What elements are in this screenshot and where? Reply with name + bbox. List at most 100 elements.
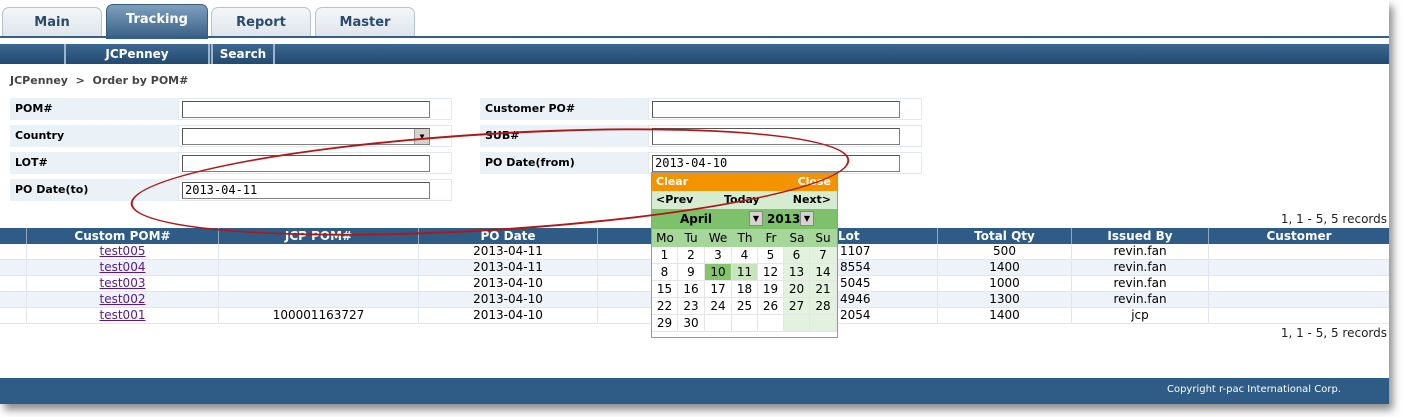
header-issued-by[interactable]: Issued By (1072, 228, 1209, 244)
calendar-day[interactable]: 26 (758, 298, 784, 315)
calendar-day[interactable]: 9 (678, 264, 705, 281)
chevron-down-icon[interactable]: ▼ (749, 211, 763, 226)
custom-pom-cell: test003 (27, 276, 219, 291)
weekday-label: Tu (684, 231, 698, 245)
calendar-month-year: April ▼ 2013 ▼ (652, 209, 837, 229)
custom-pom-link[interactable]: test002 (99, 292, 146, 306)
calendar-day[interactable]: 6 (784, 247, 810, 264)
chevron-down-icon[interactable]: ▼ (800, 211, 814, 226)
header-total-qty[interactable]: Total Qty (938, 228, 1072, 244)
country-cell: ▼ (178, 125, 452, 147)
weekday-label: We (708, 231, 728, 245)
calendar-day[interactable]: 23 (678, 298, 705, 315)
calendar-day[interactable]: 30 (678, 315, 705, 332)
calendar-day[interactable]: 16 (678, 281, 705, 298)
calendar-next-button[interactable]: Next> (792, 193, 831, 206)
custom-pom-cell: test005 (27, 244, 219, 259)
issued-by-cell: revin.fan (1072, 244, 1209, 259)
custom-pom-link[interactable]: test004 (99, 260, 146, 274)
calendar-day[interactable]: 5 (758, 247, 784, 264)
calendar-day[interactable]: 21 (810, 281, 837, 298)
calendar-day[interactable]: 2 (678, 247, 705, 264)
custom-pom-link[interactable]: test005 (99, 244, 146, 258)
customer-cell (1209, 260, 1389, 275)
tab-report[interactable]: Report (211, 7, 311, 38)
tab-main[interactable]: Main (2, 7, 102, 38)
issued-by-cell: revin.fan (1072, 292, 1209, 307)
calendar-today-button[interactable]: Today (724, 193, 760, 206)
calendar-day[interactable]: 15 (652, 281, 678, 298)
calendar-empty-cell (705, 315, 732, 332)
calendar-day[interactable]: 27 (784, 298, 810, 315)
row-spacer (0, 292, 27, 307)
header-po-date[interactable]: PO Date (419, 228, 598, 244)
country-select[interactable]: ▼ (182, 128, 430, 145)
calendar-nav-bar: <Prev Today Next> (652, 191, 837, 209)
calendar-day[interactable]: 7 (810, 247, 837, 264)
po-date-to-label: PO Date(to) (10, 179, 180, 201)
lot-cell: 5045 (838, 276, 938, 291)
lot-cell: 8554 (838, 260, 938, 275)
po-date-to-input[interactable]: 2013-04-11 (182, 182, 430, 199)
breadcrumb: JCPenney > Order by POM# (10, 74, 189, 87)
lot-input[interactable] (182, 155, 430, 172)
calendar-prev-button[interactable]: <Prev (656, 193, 694, 206)
calendar-clear-button[interactable]: Clear (656, 175, 689, 188)
total-qty-cell: 1000 (938, 276, 1072, 291)
calendar-day[interactable]: 24 (705, 298, 732, 315)
calendar-day[interactable]: 20 (784, 281, 810, 298)
calendar-day[interactable]: 8 (652, 264, 678, 281)
copyright-text: Copyright r-pac International Corp. (1166, 384, 1341, 395)
subnav-jcpenney[interactable]: JCPenney (64, 44, 210, 64)
po-date-from-input[interactable]: 2013-04-10 (652, 155, 900, 172)
calendar-day[interactable]: 10 (705, 264, 732, 281)
row-spacer (0, 276, 27, 291)
calendar-day[interactable]: 18 (732, 281, 758, 298)
chevron-down-icon[interactable]: ▼ (414, 129, 429, 144)
jcp-pom-cell (219, 260, 419, 275)
po-date-cell: 2013-04-11 (419, 244, 598, 259)
calendar-day[interactable]: 3 (705, 247, 732, 264)
customer-cell (1209, 292, 1389, 307)
header-jcp-pom[interactable]: JCP POM# (219, 228, 419, 244)
calendar-year-select[interactable]: 2013 (767, 212, 801, 226)
calendar-day[interactable]: 17 (705, 281, 732, 298)
app-window: Main Tracking Report Master JCPenney Sea… (0, 4, 1389, 404)
pom-input[interactable] (182, 101, 430, 118)
calendar-day[interactable]: 29 (652, 315, 678, 332)
row-spacer (0, 244, 27, 259)
calendar-day[interactable]: 11 (732, 264, 758, 281)
tab-underline (0, 36, 1389, 38)
sub-input[interactable] (652, 128, 900, 145)
calendar-day[interactable]: 19 (758, 281, 784, 298)
custom-pom-link[interactable]: test003 (99, 276, 146, 290)
calendar-day[interactable]: 25 (732, 298, 758, 315)
po-date-from-label: PO Date(from) (480, 152, 650, 174)
calendar-day[interactable]: 4 (732, 247, 758, 264)
customer-po-input[interactable] (652, 101, 900, 118)
tab-tracking[interactable]: Tracking (106, 4, 208, 39)
calendar-empty-cell (758, 315, 784, 332)
header-lot[interactable]: Lot (778, 228, 938, 244)
calendar-day[interactable]: 1 (652, 247, 678, 264)
customer-cell (1209, 308, 1389, 323)
records-count-bottom: 1, 1 - 5, 5 records (1280, 326, 1387, 340)
calendar-day[interactable]: 12 (758, 264, 784, 281)
header-customer[interactable]: Customer (1266, 229, 1332, 243)
calendar-day[interactable]: 22 (652, 298, 678, 315)
customer-cell (1209, 244, 1389, 259)
calendar-empty-cell (732, 315, 758, 332)
tab-master[interactable]: Master (315, 7, 415, 38)
calendar-day[interactable]: 14 (810, 264, 837, 281)
weekday-label: Fr (765, 231, 777, 245)
calendar-month-select[interactable]: April (680, 212, 713, 226)
subnav-search[interactable]: Search (211, 44, 275, 64)
calendar-day[interactable]: 13 (784, 264, 810, 281)
custom-pom-link[interactable]: test001 (99, 308, 146, 322)
weekday-label: Sa (789, 231, 805, 245)
total-qty-cell: 1400 (938, 308, 1072, 323)
header-custom-pom[interactable]: Custom POM# (27, 228, 219, 244)
calendar-day[interactable]: 28 (810, 298, 837, 315)
jcp-pom-cell (219, 292, 419, 307)
calendar-close-button[interactable]: Close (797, 175, 831, 188)
